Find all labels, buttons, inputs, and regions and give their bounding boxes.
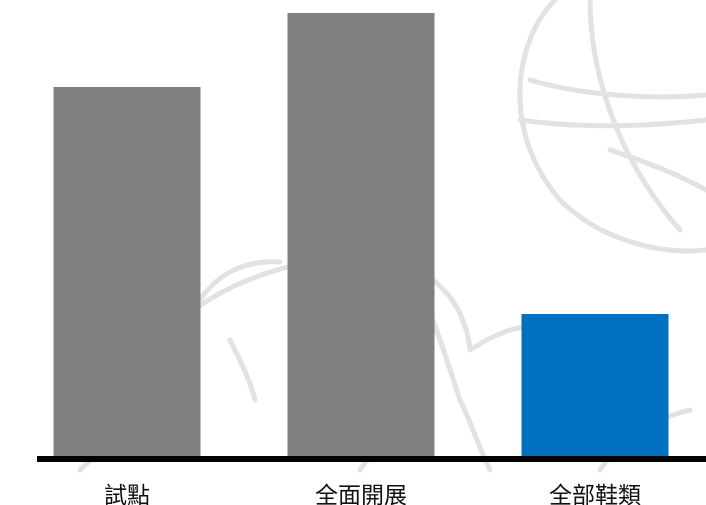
x-axis-tick-labels: 試點 全面開展 全部鞋類 — [104, 483, 641, 505]
bar-1 — [53, 87, 201, 459]
bar-3 — [521, 314, 669, 459]
x-tick-label: 試點 — [104, 483, 150, 505]
bar-2 — [287, 13, 435, 459]
bar-group — [53, 13, 669, 459]
x-tick-label: 全面開展 — [315, 483, 407, 505]
x-tick-label: 全部鞋類 — [549, 483, 641, 505]
